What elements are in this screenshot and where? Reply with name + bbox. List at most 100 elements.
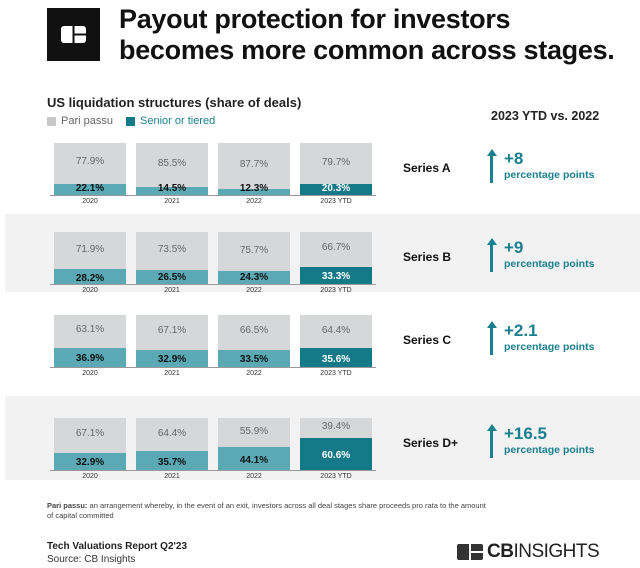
- senior-value: 32.9%: [75, 457, 105, 469]
- legend-label: Pari passu: [61, 115, 113, 127]
- stacked-bar: 39.4% 60.6%: [300, 418, 372, 470]
- bar-segment-pari-passu: 85.5%: [136, 143, 208, 188]
- stacked-bar: 85.5% 14.5%: [136, 143, 208, 195]
- senior-value: 60.6%: [321, 450, 351, 462]
- pari-passu-value: 85.5%: [157, 158, 187, 170]
- page-title: Payout protection for investors becomes …: [119, 4, 615, 66]
- x-tick-label: 2022: [246, 287, 262, 294]
- series-label: Series C: [403, 333, 452, 347]
- chart-title: US liquidation structures (share of deal…: [47, 95, 302, 110]
- bar-segment-senior: 60.6%: [300, 438, 372, 470]
- senior-value: 44.1%: [239, 454, 269, 466]
- brand-rest: INSIGHTS: [513, 541, 600, 562]
- bar-segment-pari-passu: 67.1%: [54, 418, 126, 453]
- up-arrow-icon: [486, 321, 497, 355]
- bar-segment-pari-passu: 73.5%: [136, 232, 208, 271]
- change-value: +16.5: [504, 424, 548, 443]
- change-unit: percentage points: [504, 341, 595, 353]
- senior-value: 22.1%: [75, 182, 105, 194]
- pari-passu-value: 79.7%: [321, 156, 351, 168]
- bar-segment-pari-passu: 39.4%: [300, 418, 372, 439]
- bar-segment-senior: 28.2%: [54, 269, 126, 284]
- senior-value: 33.3%: [321, 271, 351, 283]
- x-tick-label: 2022: [246, 473, 262, 480]
- footnote-text: an arrangement whereby, in the event of …: [47, 501, 486, 520]
- pari-passu-value: 67.1%: [157, 325, 187, 337]
- x-axis-line: [50, 284, 376, 285]
- senior-value: 35.6%: [321, 353, 351, 365]
- bar-segment-senior: 36.9%: [54, 347, 126, 367]
- bar-segment-pari-passu: 87.7%: [218, 143, 290, 189]
- x-tick-label: 2023 YTD: [320, 473, 352, 480]
- legend-swatch-gray: [47, 116, 56, 126]
- comparison-header: 2023 YTD vs. 2022: [491, 109, 600, 123]
- bar-segment-senior: 12.3%: [218, 183, 290, 195]
- pari-passu-value: 87.7%: [239, 158, 269, 170]
- x-tick-label: 2022: [246, 370, 262, 377]
- legend-swatch-teal: [126, 116, 135, 126]
- bar-segment-senior: 20.3%: [300, 183, 372, 195]
- pari-passu-value: 63.1%: [75, 324, 105, 336]
- change-value: +9: [504, 238, 524, 257]
- bar-segment-pari-passu: 79.7%: [300, 143, 372, 185]
- x-axis-line: [50, 367, 376, 368]
- bar-segment-senior: 24.3%: [218, 271, 290, 284]
- series-label: Series A: [403, 161, 451, 175]
- stacked-bar: 64.4% 35.6%: [300, 315, 372, 367]
- senior-value: 35.7%: [157, 456, 187, 468]
- pari-passu-value: 64.4%: [157, 427, 187, 439]
- pari-passu-value: 75.7%: [239, 244, 269, 256]
- bar-segment-senior: 33.5%: [218, 349, 290, 367]
- x-tick-label: 2020: [82, 370, 98, 377]
- up-arrow-icon: [486, 424, 497, 458]
- bar-segment-pari-passu: 67.1%: [136, 315, 208, 350]
- legend-label: Senior or tiered: [140, 115, 216, 127]
- bar-segment-pari-passu: 55.9%: [218, 418, 290, 448]
- senior-value: 33.5%: [239, 354, 269, 366]
- legend-item-pari-passu: Pari passu: [47, 115, 113, 127]
- footnote-term: Pari passu:: [47, 501, 88, 510]
- bar-segment-pari-passu: 77.9%: [54, 143, 126, 184]
- senior-value: 36.9%: [75, 353, 105, 365]
- cb-logo-mark-icon: [457, 544, 483, 560]
- x-tick-label: 2021: [164, 473, 180, 480]
- bar-segment-pari-passu: 64.4%: [136, 418, 208, 452]
- change-value: +8: [504, 149, 524, 168]
- bar-segment-senior: 32.9%: [136, 349, 208, 367]
- stacked-bar: 87.7% 12.3%: [218, 143, 290, 195]
- bar-segment-senior: 22.1%: [54, 182, 126, 195]
- pari-passu-value: 39.4%: [321, 421, 351, 433]
- bar-segment-senior: 32.9%: [54, 452, 126, 470]
- senior-value: 26.5%: [157, 271, 187, 283]
- stacked-bar: 67.1% 32.9%: [136, 315, 208, 367]
- legend-item-senior: Senior or tiered: [126, 115, 215, 127]
- stacked-bar: 66.5% 33.5%: [218, 315, 290, 367]
- pari-passu-value: 67.1%: [75, 428, 105, 440]
- senior-value: 28.2%: [75, 272, 105, 284]
- bar-segment-senior: 33.3%: [300, 266, 372, 284]
- change-unit: percentage points: [504, 258, 595, 270]
- change-unit: percentage points: [504, 444, 595, 456]
- pari-passu-value: 64.4%: [321, 324, 351, 336]
- cb-insights-logo: CBINSIGHTS: [457, 541, 600, 563]
- senior-value: 32.9%: [157, 354, 187, 366]
- bar-segment-senior: 14.5%: [136, 183, 208, 195]
- up-arrow-icon: [486, 238, 497, 272]
- title-line-2: becomes more common across stages.: [119, 35, 615, 65]
- change-unit: percentage points: [504, 169, 595, 181]
- pari-passu-value: 73.5%: [157, 244, 187, 256]
- bar-segment-pari-passu: 71.9%: [54, 232, 126, 270]
- x-tick-label: 2021: [164, 198, 180, 205]
- senior-value: 24.3%: [239, 271, 269, 283]
- stacked-bar: 73.5% 26.5%: [136, 232, 208, 284]
- up-arrow-icon: [486, 149, 497, 183]
- bar-segment-senior: 44.1%: [218, 447, 290, 470]
- series-label: Series B: [403, 250, 452, 264]
- stacked-bar: 64.4% 35.7%: [136, 418, 208, 470]
- x-axis-line: [50, 195, 376, 196]
- footnote: Pari passu: an arrangement whereby, in t…: [47, 501, 487, 521]
- bar-segment-pari-passu: 66.5%: [218, 315, 290, 350]
- bar-segment-senior: 26.5%: [136, 270, 208, 284]
- stacked-bar: 67.1% 32.9%: [54, 418, 126, 470]
